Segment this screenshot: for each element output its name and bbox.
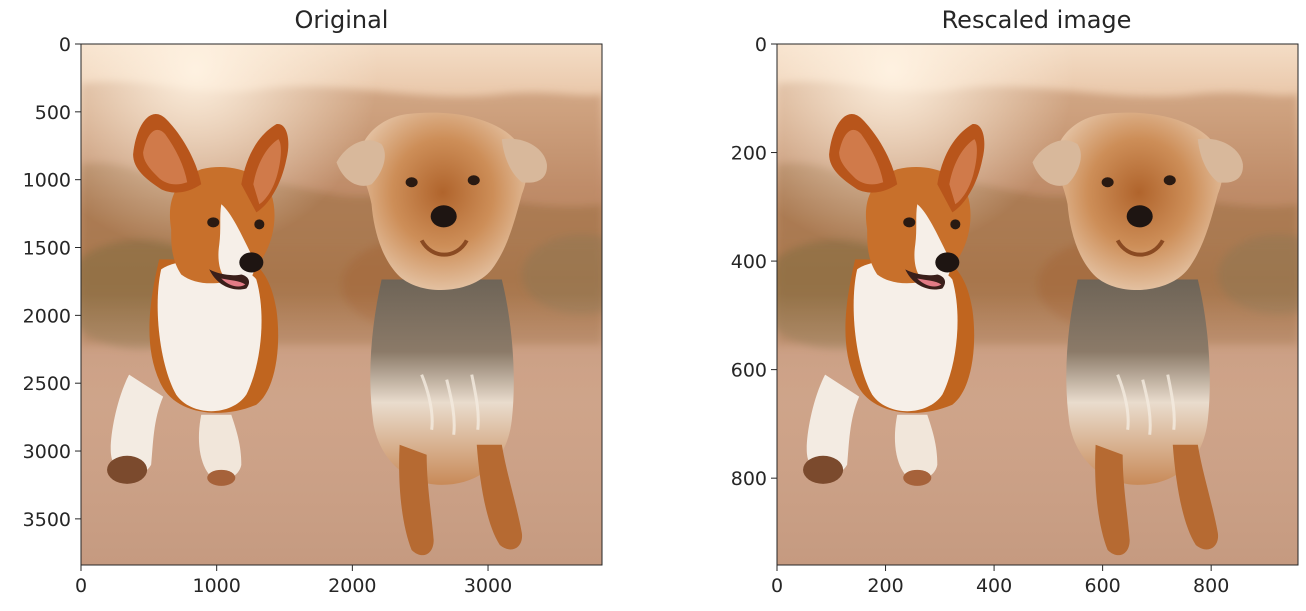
panel-title: Original [295, 6, 389, 34]
x-tick-label: 2000 [328, 575, 376, 597]
panel-original: Original 0 1000 2000 3000 0 500 1000 1500 2000 25… [23, 6, 642, 597]
y-tick-label: 1000 [23, 170, 71, 192]
image-original [61, 44, 642, 565]
y-tick-label: 500 [35, 102, 71, 124]
y-tick-label: 2500 [23, 373, 71, 395]
y-tick-label: 0 [755, 34, 767, 56]
axes-frame [80, 43, 603, 566]
y-tick-label: 800 [731, 468, 767, 490]
x-tick-label: 0 [75, 575, 87, 597]
y-tick-label: 2000 [23, 305, 71, 327]
axis-ticks: 0 200 400 600 800 0 200 400 600 800 [731, 34, 1230, 597]
y-tick-label: 200 [731, 143, 767, 165]
axis-ticks: 0 1000 2000 3000 0 500 1000 1500 2000 2500 3000 350… [23, 34, 513, 597]
y-tick-label: 3500 [23, 509, 71, 531]
x-tick-label: 0 [771, 575, 783, 597]
y-tick-label: 3000 [23, 441, 71, 463]
panel-title: Rescaled image [942, 6, 1132, 34]
x-tick-label: 400 [976, 575, 1012, 597]
x-tick-label: 600 [1084, 575, 1120, 597]
y-tick-label: 400 [731, 251, 767, 273]
y-tick-label: 600 [731, 360, 767, 382]
x-tick-label: 1000 [192, 575, 240, 597]
axes-frame [776, 43, 1299, 566]
image-rescaled [757, 44, 1306, 565]
y-tick-label: 0 [59, 34, 71, 56]
x-tick-label: 800 [1193, 575, 1229, 597]
y-tick-label: 1500 [23, 238, 71, 260]
x-tick-label: 200 [867, 575, 903, 597]
x-tick-label: 3000 [464, 575, 512, 597]
panel-rescaled: Rescaled image 0 200 400 600 800 0 200 400 600 80… [731, 6, 1306, 597]
